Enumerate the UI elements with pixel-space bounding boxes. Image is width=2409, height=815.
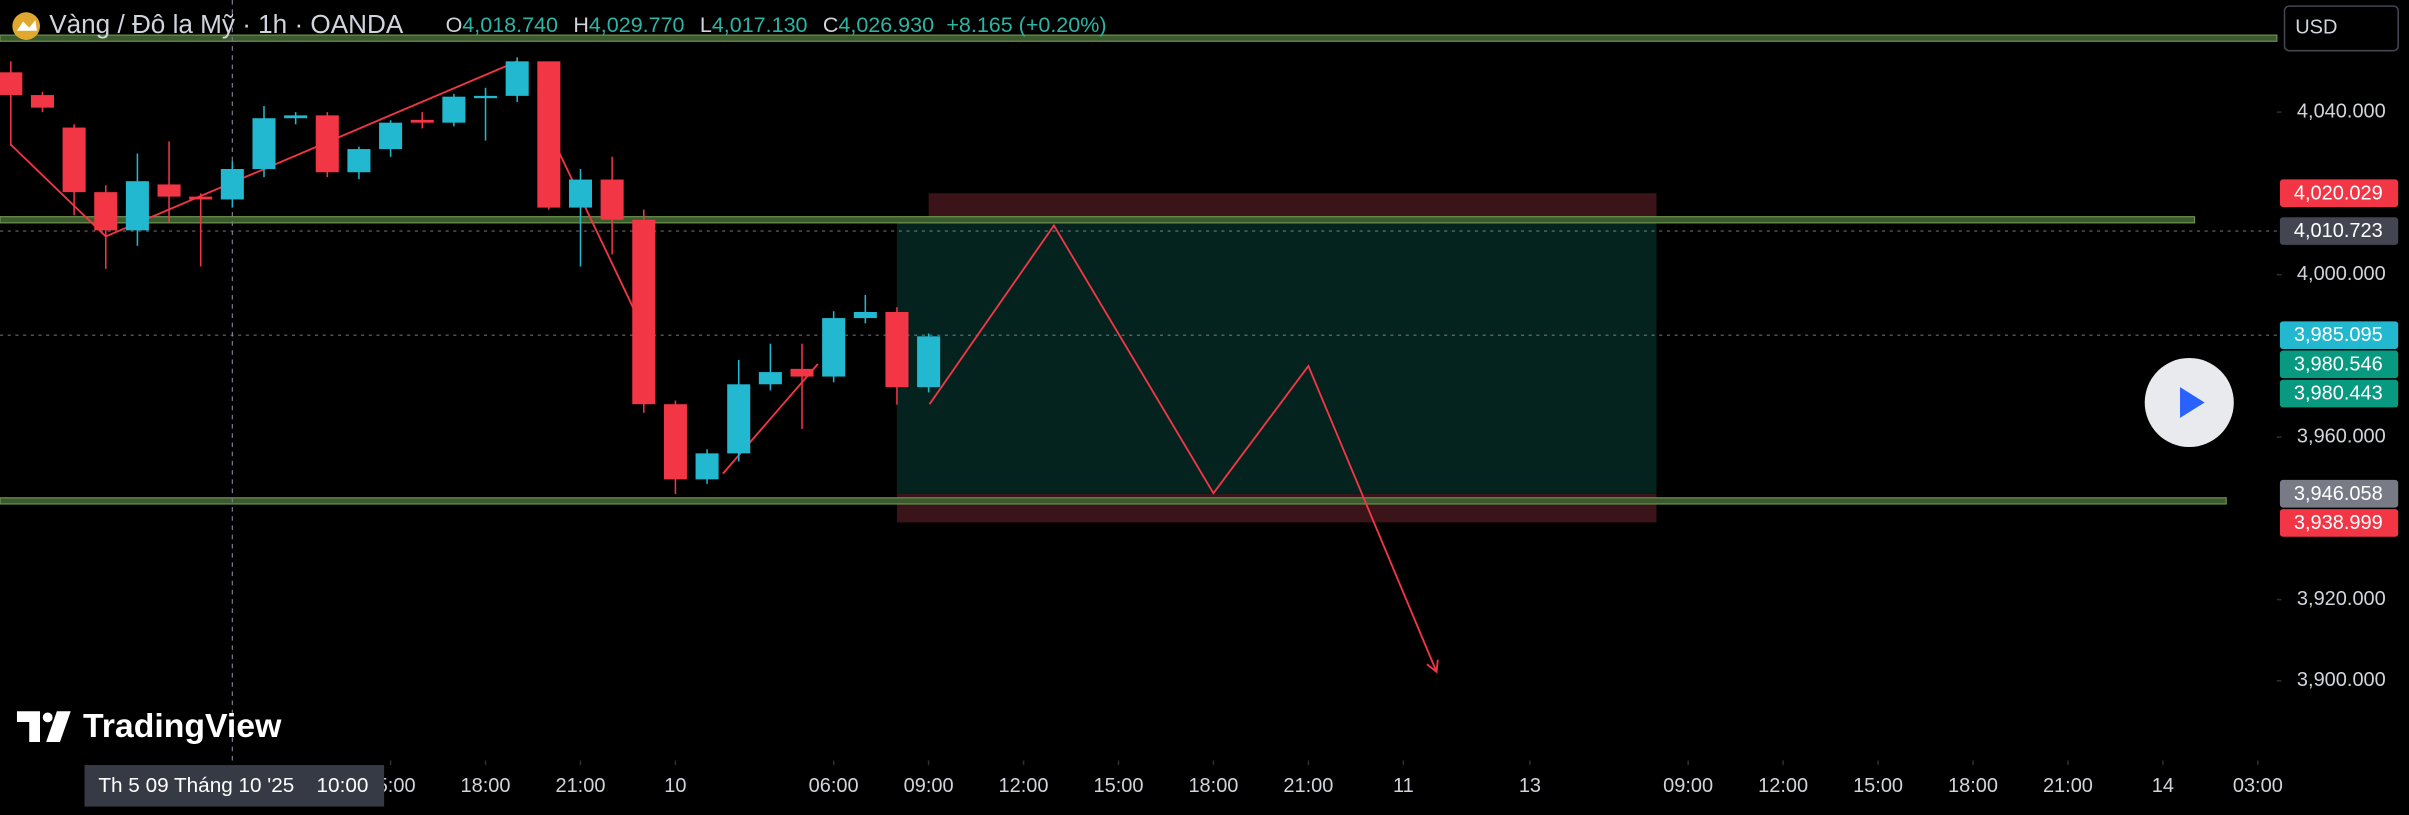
candle-body <box>94 192 118 231</box>
ohlc-value: 4,018.740 <box>462 13 558 37</box>
candle-body <box>758 372 782 385</box>
ohlc-legend: O4,018.740 H4,029.770 L4,017.130 C4,026.930… <box>446 13 1107 37</box>
currency-box <box>2283 5 2399 52</box>
x-tick-label: 09:00 <box>1663 775 1713 797</box>
candle-body <box>727 384 751 454</box>
x-tick-label: 18:00 <box>1188 775 1238 797</box>
candle-body <box>220 168 244 200</box>
candle-body <box>505 61 529 96</box>
ohlc-value: 4,017.130 <box>712 13 808 37</box>
candle-body <box>157 184 181 197</box>
candle-body <box>62 127 86 193</box>
price-label-box <box>2279 179 2399 208</box>
ohlc-change: +8.165 (+0.20%) <box>946 13 1106 37</box>
candle-body <box>632 219 656 405</box>
y-tick-label: 3,960.000 <box>2297 425 2386 447</box>
currency: USD <box>2295 17 2337 39</box>
candle-body <box>379 122 403 150</box>
x-tick-label: 18:00 <box>461 775 511 797</box>
x-tick-label: 15:00 <box>1094 775 1144 797</box>
candle-body <box>663 404 687 480</box>
price-label-box <box>2279 350 2399 379</box>
candle-body <box>695 453 719 480</box>
x-tick-label: 06:00 <box>809 775 859 797</box>
candle-body <box>568 179 593 208</box>
y-tick-label: 3,920.000 <box>2297 588 2386 610</box>
x-tick-label: 12:00 <box>1758 775 1808 797</box>
x-tick-label: 15:00 <box>1853 775 1903 797</box>
trend-drawing <box>928 223 1438 673</box>
candle-body <box>885 311 909 388</box>
candle-body <box>537 61 561 208</box>
arrow-head <box>1426 659 1439 674</box>
position-zone <box>896 219 1657 494</box>
candle-body <box>252 118 276 169</box>
candle-body <box>315 115 339 173</box>
candle-body <box>474 95 498 99</box>
candle-body <box>410 119 434 123</box>
level-line <box>0 216 2196 224</box>
candle-body <box>189 196 213 200</box>
price-label: 4,010.723 <box>2294 220 2383 242</box>
position-zone <box>928 193 1657 220</box>
x-tick-label: 12:00 <box>999 775 1049 797</box>
x-tick-label: 21:00 <box>1283 775 1333 797</box>
level-line <box>0 497 2227 505</box>
ohlc-key: O <box>446 13 463 37</box>
x-tick-label: 09:00 <box>904 775 954 797</box>
brand-name: TradingView <box>83 707 282 745</box>
candle-body <box>790 368 814 377</box>
symbol-title: Vàng / Đô la Mỹ · 1h · OANDA <box>49 9 404 39</box>
y-tick-label: 4,000.000 <box>2297 263 2386 285</box>
candle-body <box>0 72 23 96</box>
crosshair-label-box <box>84 765 385 807</box>
price-label-box <box>2279 479 2399 508</box>
x-tick-label: 03:00 <box>2233 775 2283 797</box>
candle-body <box>600 179 624 220</box>
x-tick-label: 18:00 <box>1948 775 1998 797</box>
price-label: 3,980.546 <box>2294 353 2383 375</box>
candle-body <box>30 95 54 108</box>
x-tick-label: 10 <box>664 775 686 797</box>
crosshair-date: Th 5 09 Tháng 10 '25 <box>98 774 294 797</box>
price-label: 4,020.029 <box>2294 182 2383 204</box>
brand-logo <box>16 711 71 743</box>
candle-body <box>853 311 877 319</box>
price-label-box <box>2279 321 2399 349</box>
candle-body <box>347 149 371 173</box>
candle-body <box>284 115 308 119</box>
ohlc-key: H <box>573 13 589 37</box>
price-label-box <box>2279 217 2399 245</box>
price-label-box <box>2279 379 2399 408</box>
candle-body <box>917 336 941 388</box>
trend-drawing <box>557 150 642 324</box>
candle-body <box>822 318 846 377</box>
x-tick-label: 11 <box>1393 775 1414 797</box>
y-tick-label: 3,900.000 <box>2297 669 2386 691</box>
price-label: 3,980.443 <box>2294 383 2383 405</box>
candle-body <box>442 96 466 123</box>
x-tick-label: 21:00 <box>555 775 605 797</box>
price-label: 3,938.999 <box>2294 512 2383 534</box>
candle-body <box>125 181 149 231</box>
price-label-box <box>2279 509 2399 537</box>
ohlc-key: C <box>823 13 839 37</box>
x-tick-label: 14 <box>2152 775 2174 797</box>
brand-logo-dot <box>42 712 53 723</box>
ohlc-value: 4,029.770 <box>589 13 685 37</box>
price-label: 3,985.095 <box>2294 324 2383 346</box>
x-tick-label: 21:00 <box>2043 775 2093 797</box>
price-label: 3,946.058 <box>2294 483 2383 505</box>
crosshair-time: 10:00 <box>317 774 369 797</box>
ohlc-key: L <box>700 13 712 37</box>
y-tick-label: 4,040.000 <box>2297 100 2386 122</box>
level-line <box>0 34 2278 42</box>
play-icon <box>2180 387 2205 418</box>
ohlc-value: 4,026.930 <box>838 13 934 37</box>
x-tick-label: 13 <box>1519 775 1541 797</box>
